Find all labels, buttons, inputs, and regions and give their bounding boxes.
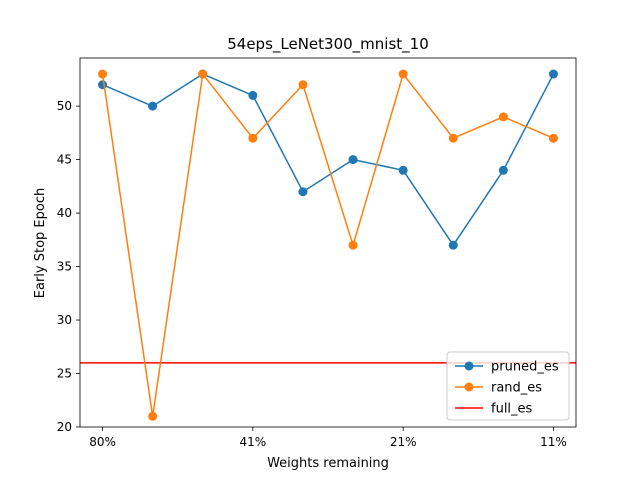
data-point xyxy=(498,112,508,122)
y-tick-label: 20 xyxy=(57,420,72,434)
data-point xyxy=(248,90,258,100)
data-point xyxy=(98,80,108,90)
data-point xyxy=(298,80,308,90)
data-point xyxy=(498,165,508,175)
series-line-0 xyxy=(102,73,555,246)
legend-label: full_es xyxy=(491,402,533,417)
legend-label: pruned_es xyxy=(491,360,559,375)
data-point xyxy=(398,165,408,175)
y-axis-label: Early Stop Epoch xyxy=(33,188,48,298)
data-point xyxy=(148,101,158,111)
axes: 20 25 30 35 40 45 50 80% 41% 21% 11% xyxy=(57,57,577,449)
data-point xyxy=(248,133,258,143)
x-axis-label: Weights remaining xyxy=(267,456,389,471)
series-line-1 xyxy=(101,73,554,418)
y-tick-label: 45 xyxy=(57,153,72,167)
data-point xyxy=(298,187,308,197)
data-point xyxy=(448,133,458,143)
data-point xyxy=(548,133,558,143)
y-tick-label: 40 xyxy=(57,206,72,220)
data-point xyxy=(348,155,358,165)
chart-title: 54eps_LeNet300_mnist_10 xyxy=(227,35,429,54)
x-tick-label: 80% xyxy=(89,435,116,449)
legend-box xyxy=(446,351,570,421)
axes-frame xyxy=(79,57,577,428)
y-tick-label: 50 xyxy=(57,99,72,113)
y-tick-label: 25 xyxy=(57,367,72,381)
data-point xyxy=(548,69,558,79)
data-point xyxy=(348,240,358,250)
x-tick-label: 11% xyxy=(540,435,567,449)
data-point xyxy=(398,69,408,79)
data-point xyxy=(148,411,158,421)
x-tick-label: 41% xyxy=(240,435,267,449)
y-tick-label: 30 xyxy=(57,313,72,327)
data-point xyxy=(448,240,458,250)
legend-label: rand_es xyxy=(491,381,542,396)
data-point xyxy=(198,69,208,79)
legend-marker xyxy=(464,361,474,371)
plot-area xyxy=(80,69,576,421)
y-tick-label: 35 xyxy=(57,260,72,274)
legend-marker xyxy=(464,382,474,392)
x-tick-label: 21% xyxy=(390,435,417,449)
legend: pruned_es rand_es full_es xyxy=(446,351,570,421)
data-point xyxy=(98,69,108,79)
